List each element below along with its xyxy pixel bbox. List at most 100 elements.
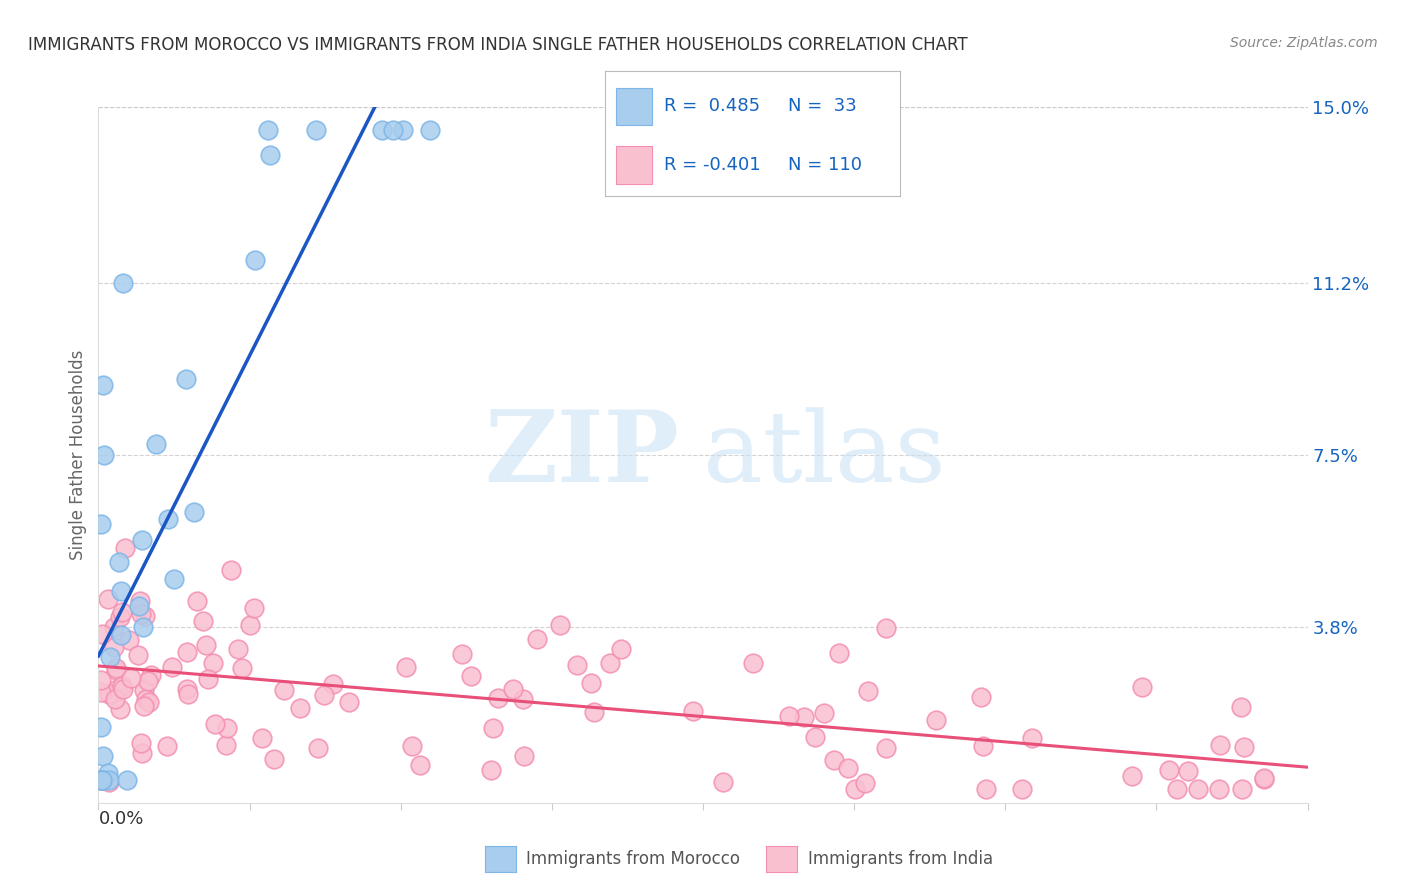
Point [711,774,734,789]
Point [134,683,156,698]
Point [502,682,524,697]
Point [512,691,534,706]
Point [191,614,214,628]
Point [243,252,266,267]
Point [419,123,441,137]
Text: R =  0.485: R = 0.485 [664,97,759,115]
Point [1230,781,1253,796]
Point [974,781,997,796]
Point [1230,700,1253,714]
Point [177,686,200,700]
Point [201,656,224,670]
Point [1166,781,1188,796]
Point [263,751,285,765]
Point [381,123,404,137]
Point [176,645,198,659]
Point [93,748,115,763]
Point [97,775,120,789]
Point [104,664,127,678]
Text: atlas: atlas [703,407,946,503]
Point [1253,772,1275,786]
Point [1121,769,1143,783]
Point [322,677,344,691]
Point [115,772,138,787]
Point [138,695,160,709]
Point [526,632,548,646]
Point [141,667,163,681]
Point [401,739,423,754]
Point [157,512,180,526]
Point [1253,771,1275,785]
Text: Source: ZipAtlas.com: Source: ZipAtlas.com [1230,36,1378,50]
Point [250,731,273,745]
Point [136,673,159,688]
Point [391,123,413,137]
Point [565,658,588,673]
Point [163,572,186,586]
Point [395,660,418,674]
Point [778,708,800,723]
Text: Immigrants from Morocco: Immigrants from Morocco [526,850,740,868]
Point [118,633,141,648]
Point [1132,681,1154,695]
Point [219,563,242,577]
Point [108,610,131,624]
Point [460,669,482,683]
Point [972,739,994,754]
Point [128,599,150,613]
Point [579,675,602,690]
Point [312,688,335,702]
Point [110,583,132,598]
Point [127,648,149,663]
Point [90,673,112,688]
Point [91,772,114,787]
Text: N = 110: N = 110 [787,156,862,174]
Point [273,683,295,698]
Point [107,555,129,569]
Point [176,682,198,697]
Point [875,741,897,756]
Point [793,710,815,724]
Text: ZIP: ZIP [484,407,679,503]
Point [97,592,120,607]
Point [513,749,536,764]
Point [197,673,219,687]
Point [97,772,120,787]
Point [204,717,226,731]
Point [337,695,360,709]
Point [105,681,128,696]
Point [195,638,218,652]
Point [105,660,128,674]
Point [823,753,845,767]
Point [132,699,155,714]
Point [1177,764,1199,779]
Point [131,746,153,760]
Point [103,640,125,654]
Point [90,720,112,734]
Point [110,702,132,716]
Point [925,713,948,727]
Point [160,660,183,674]
Point [111,277,134,291]
Point [1021,731,1043,746]
Point [239,618,262,632]
Point [135,691,157,706]
Point [90,517,112,532]
Point [129,607,152,622]
Point [828,646,851,660]
Point [90,685,112,699]
Point [98,649,121,664]
Point [93,448,115,462]
Point [120,671,142,685]
Text: N =  33: N = 33 [787,97,856,115]
Point [215,738,238,752]
Point [855,776,877,790]
Point [682,704,704,718]
FancyBboxPatch shape [616,87,652,125]
Point [856,683,879,698]
Point [599,657,621,671]
Point [90,772,112,787]
Point [307,740,329,755]
Point [112,681,135,696]
Point [129,736,152,750]
